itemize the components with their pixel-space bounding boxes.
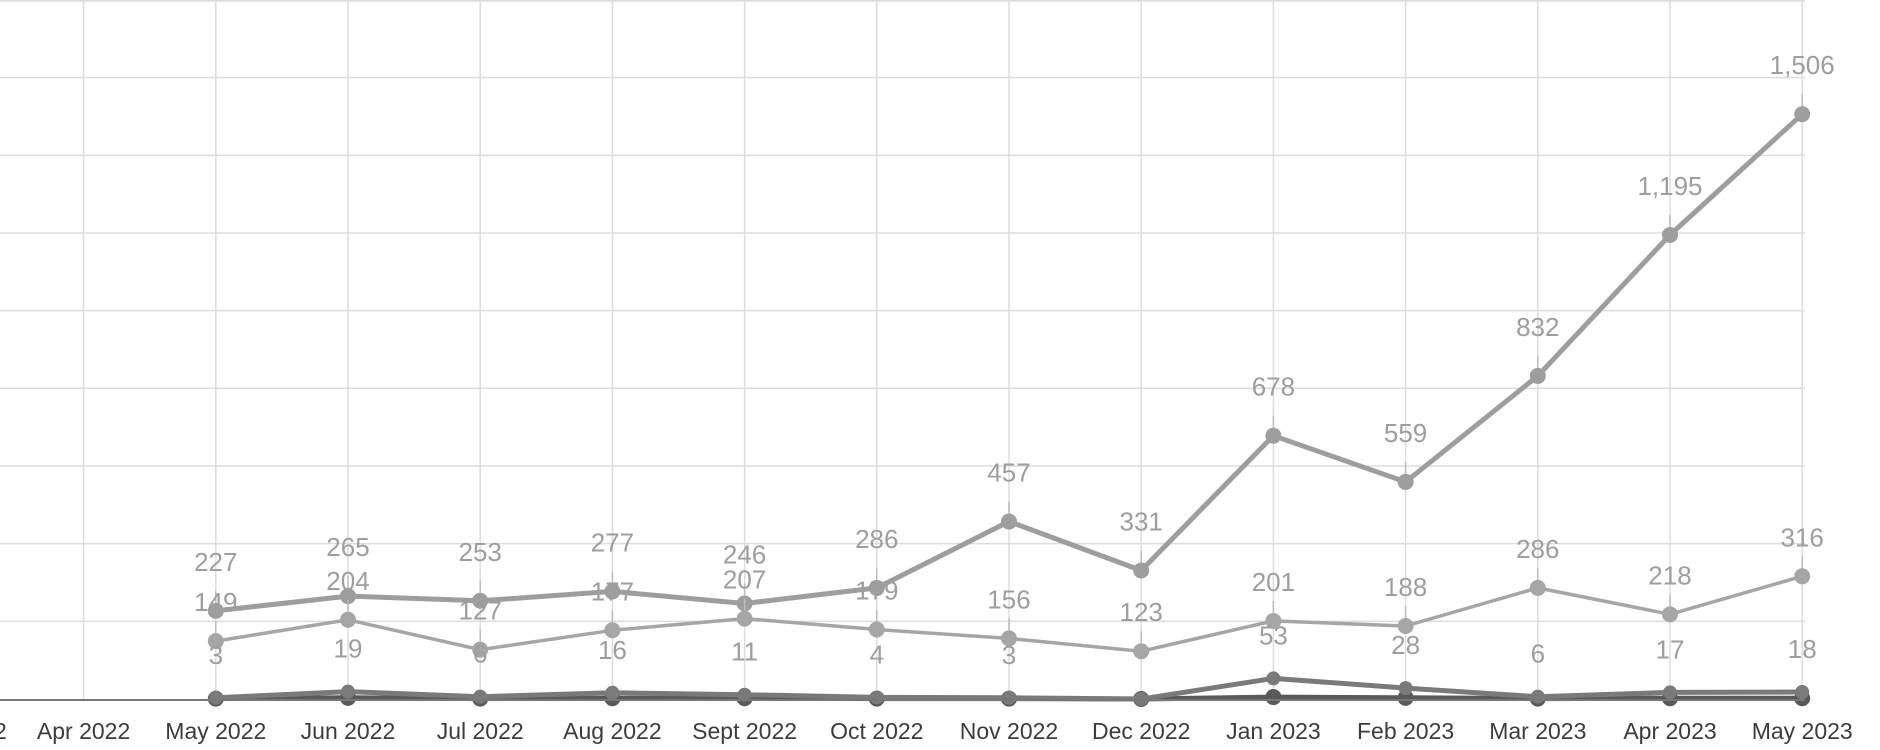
- data-label: 177: [591, 576, 634, 606]
- data-point: [473, 689, 488, 704]
- data-label: 204: [326, 566, 369, 596]
- data-point: [1662, 606, 1678, 623]
- data-point: [472, 641, 489, 658]
- data-point: [1397, 617, 1414, 634]
- data-point: [1001, 630, 1017, 647]
- data-label: 286: [1516, 534, 1559, 564]
- data-label: 6: [473, 639, 487, 669]
- data-label: 17: [1656, 634, 1685, 664]
- data-label: 559: [1384, 418, 1427, 448]
- x-tick-label: Aug 2022: [563, 718, 661, 744]
- data-label: 3: [209, 640, 223, 670]
- x-tick-label: Dec 2022: [1092, 718, 1190, 744]
- data-point: [207, 602, 224, 619]
- data-label: 1,195: [1637, 171, 1702, 201]
- data-point: [868, 579, 885, 596]
- chart-data-labels: 227 265 253 277 2462864573316785598321,1951,…: [194, 50, 1835, 670]
- data-label: 16: [598, 635, 627, 665]
- data-label: 123: [1120, 597, 1163, 627]
- data-label: 201: [1252, 567, 1295, 597]
- x-axis: 2 Apr 2022 May 2022 Jun 2022 Jul 2022 Aug 202…: [0, 699, 1853, 744]
- x-tick-label: Apr 2022: [37, 718, 130, 744]
- data-point: [340, 611, 356, 628]
- data-point: [604, 583, 621, 600]
- data-label: 253: [459, 537, 502, 567]
- data-label: 832: [1516, 312, 1559, 342]
- data-point: [1266, 671, 1281, 686]
- x-tick-label: Mar 2023: [1489, 718, 1586, 744]
- data-label: 678: [1252, 372, 1295, 402]
- x-tick-label: Nov 2022: [960, 718, 1058, 744]
- data-point: [1265, 689, 1282, 706]
- data-label: 149: [194, 587, 237, 617]
- x-tick-label: Sept 2022: [692, 718, 797, 744]
- x-tick-label: Oct 2022: [830, 718, 923, 744]
- x-tick-label: May 2022: [165, 718, 266, 744]
- data-label: 156: [987, 584, 1030, 614]
- data-point: [1530, 689, 1545, 704]
- data-point: [207, 633, 224, 650]
- data-point: [737, 687, 752, 702]
- data-point: [1265, 612, 1282, 629]
- data-label: 6: [1531, 639, 1545, 669]
- data-label: 3: [1002, 640, 1016, 670]
- chart-series: [207, 106, 1811, 707]
- data-label: 4: [870, 639, 884, 669]
- data-point: [1397, 473, 1414, 490]
- data-point: [1398, 681, 1413, 696]
- data-label: 246: [723, 539, 766, 569]
- data-point: [1663, 685, 1677, 700]
- data-point: [472, 592, 489, 609]
- x-tick-label: Jan 2023: [1226, 718, 1321, 744]
- data-point: [1001, 513, 1017, 530]
- data-label: 227: [194, 547, 237, 577]
- data-label: 18: [1788, 634, 1817, 664]
- data-label: 1,506: [1770, 50, 1835, 80]
- data-point: [1794, 568, 1811, 585]
- data-point: [869, 690, 884, 705]
- data-point: [1133, 562, 1150, 579]
- x-tick-label: Feb 2023: [1357, 718, 1454, 744]
- data-label: 53: [1259, 620, 1288, 650]
- data-point: [1002, 690, 1016, 705]
- data-point: [868, 621, 885, 638]
- data-point: [1795, 685, 1810, 700]
- data-point: [341, 684, 355, 699]
- data-label: 127: [459, 596, 502, 626]
- data-label: 179: [855, 575, 898, 605]
- data-label: 316: [1781, 522, 1824, 552]
- x-tick-label: Apr 2023: [1623, 718, 1716, 744]
- data-point: [605, 685, 620, 700]
- x-tick-label: Jun 2022: [301, 718, 396, 744]
- data-point: [1529, 367, 1546, 384]
- data-point: [604, 622, 621, 639]
- data-point: [340, 588, 356, 605]
- x-tick-label-partial: 2: [0, 718, 7, 744]
- data-point: [1529, 579, 1546, 596]
- data-point: [1133, 643, 1150, 660]
- x-tick-label: Jul 2022: [437, 718, 524, 744]
- data-label: 207: [723, 565, 766, 595]
- data-point: [1265, 427, 1282, 444]
- data-label: 286: [855, 524, 898, 554]
- data-label: 11: [731, 637, 758, 667]
- data-label: 218: [1648, 560, 1691, 590]
- data-label: 28: [1391, 630, 1420, 660]
- data-point: [1794, 106, 1811, 123]
- x-tick-label: May 2023: [1752, 718, 1853, 744]
- data-label: 277: [591, 527, 634, 557]
- data-point: [208, 690, 223, 705]
- data-label: 331: [1120, 506, 1163, 536]
- data-label: 457: [987, 458, 1030, 488]
- data-label: 188: [1384, 572, 1427, 602]
- data-label: 19: [334, 634, 363, 664]
- data-label: 265: [326, 532, 369, 562]
- data-point: [736, 610, 753, 627]
- data-point: [1662, 226, 1678, 243]
